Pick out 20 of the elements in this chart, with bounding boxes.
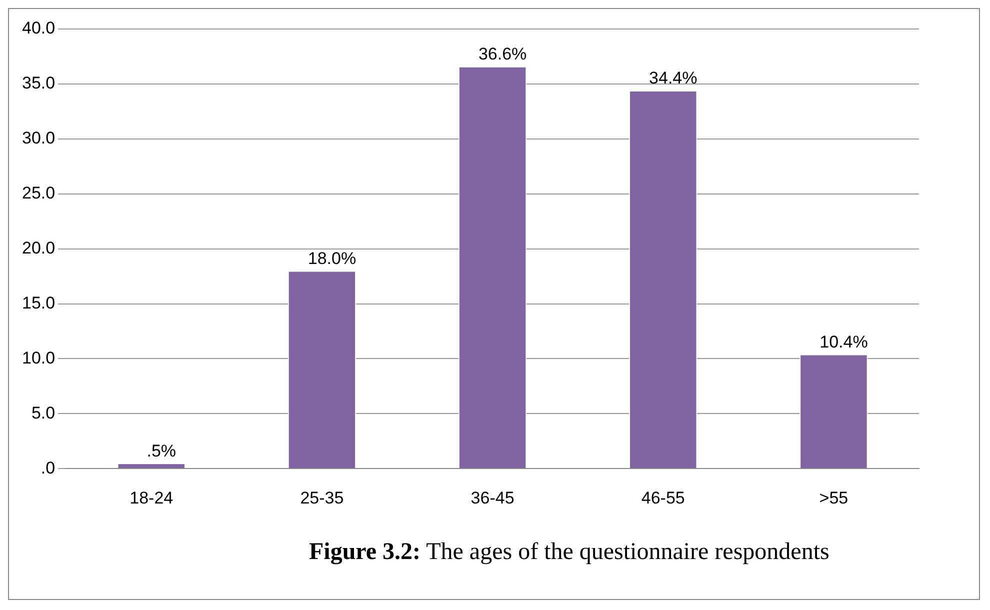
caption: Figure 3.2: The ages of the questionnaire respondents (309, 539, 830, 565)
y-tick-label: 25.0 (22, 184, 56, 203)
y-tick-label: 30.0 (22, 128, 56, 148)
y-tick-label: 15.0 (22, 293, 56, 312)
data-label: 36.6% (478, 44, 527, 64)
y-tick-label: 35.0 (22, 74, 56, 93)
y-tick-label: .0 (40, 458, 56, 478)
x-tick-label: 25-35 (300, 488, 344, 508)
x-tick-label: 18-24 (130, 488, 174, 508)
y-tick-label: 20.0 (22, 238, 56, 258)
data-label: 34.4% (649, 68, 698, 88)
data-label: 18.0% (308, 248, 356, 268)
data-label: 10.4% (820, 332, 868, 352)
y-tick-label: 40.0 (22, 18, 56, 38)
x-tick-label: 36-45 (470, 488, 514, 508)
x-tick-label: >55 (819, 488, 848, 508)
x-tick-label: 46-55 (641, 488, 685, 508)
y-tick-label: 10.0 (22, 348, 56, 368)
data-label: .5% (146, 441, 176, 460)
y-tick-label: 5.0 (31, 403, 56, 422)
